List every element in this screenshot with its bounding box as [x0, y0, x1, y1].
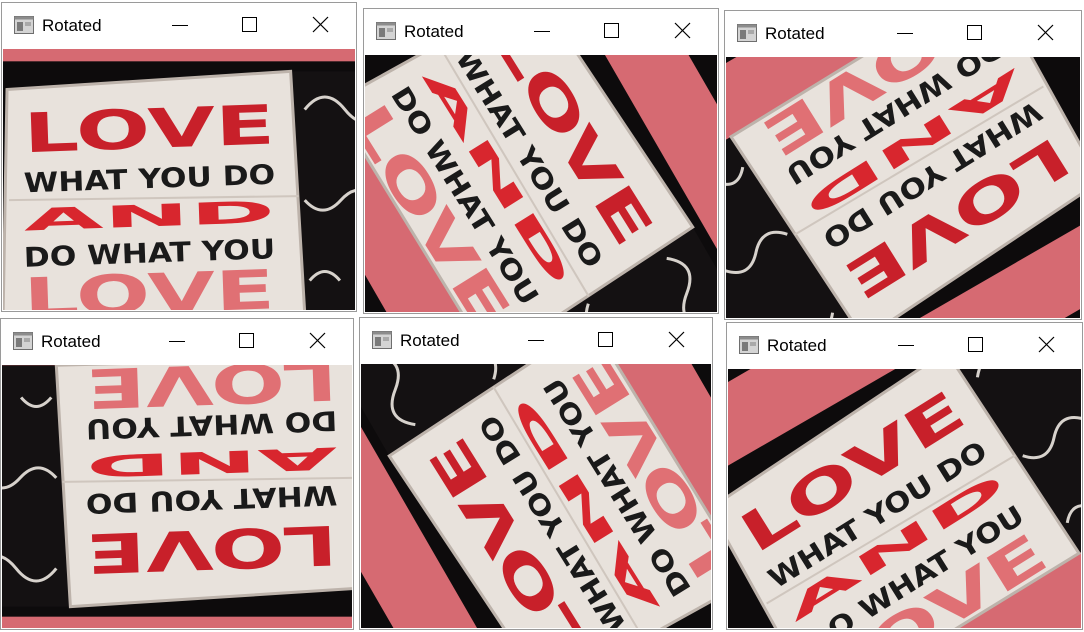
rotated-window-4[interactable]: Rotated LOVE WHAT YOU DO AND DO WHAT YOU LOV… [0, 318, 354, 630]
window-title: Rotated [400, 331, 460, 350]
app-window-icon[interactable] [376, 22, 396, 40]
maximize-icon [604, 23, 619, 38]
close-icon [1038, 336, 1055, 353]
window-title: Rotated [404, 22, 464, 41]
close-button[interactable] [646, 318, 706, 364]
title-bar[interactable]: Rotated [1, 319, 353, 365]
ornament-swirl [726, 166, 835, 318]
minimize-icon [897, 33, 913, 34]
sign-love-bottom: LOVE [22, 258, 275, 310]
maximize-icon [598, 332, 613, 347]
sign-board [365, 55, 695, 312]
app-window-icon [739, 336, 759, 354]
title-bar[interactable]: Rotated [360, 318, 712, 364]
sign-board [728, 369, 1081, 628]
title-bar[interactable]: Rotated [2, 3, 356, 49]
ornament-swirl [520, 256, 708, 312]
app-window-icon [372, 331, 392, 349]
minimize-icon [169, 341, 185, 342]
close-icon [312, 16, 329, 33]
app-window-icon[interactable] [737, 24, 757, 42]
sign-board [54, 365, 352, 609]
close-icon [309, 332, 326, 349]
rotated-window-5[interactable]: Rotated LOVE WHAT YOU DO AND DO WHAT YOU LOV… [359, 317, 713, 630]
window-title: Rotated [765, 24, 825, 43]
maximize-button[interactable] [217, 319, 277, 365]
maximize-button[interactable] [582, 9, 642, 55]
close-button[interactable] [652, 9, 712, 55]
title-bar[interactable]: Rotated [725, 11, 1081, 57]
window-title: Rotated [42, 16, 102, 35]
app-window-icon[interactable] [13, 332, 33, 350]
minimize-icon [898, 345, 914, 346]
maximize-icon [239, 333, 254, 348]
close-button[interactable] [1015, 11, 1075, 57]
sign-and: AND [23, 195, 275, 239]
app-window-icon [376, 22, 396, 40]
maximize-button[interactable] [220, 3, 280, 49]
sign-love-bottom: LOVE [85, 365, 338, 420]
window-title: Rotated [41, 332, 101, 351]
close-button[interactable] [1016, 323, 1076, 369]
close-icon [1037, 24, 1054, 41]
minimize-button[interactable] [150, 3, 210, 49]
maximize-icon [968, 337, 983, 352]
maximize-icon [242, 17, 257, 32]
app-window-icon[interactable] [14, 16, 34, 34]
minimize-button[interactable] [512, 9, 572, 55]
app-window-icon[interactable] [739, 336, 759, 354]
maximize-button[interactable] [576, 318, 636, 364]
ornament-swirl [374, 364, 562, 427]
minimize-icon [172, 25, 188, 26]
minimize-button[interactable] [876, 323, 936, 369]
sign-board [387, 364, 711, 628]
rotated-window-1[interactable]: Rotated LOVE WHAT YOU DO AND DO WHAT YOU LOV… [1, 2, 357, 312]
close-icon [674, 22, 691, 39]
window-title: Rotated [767, 336, 827, 355]
title-bar[interactable]: Rotated [727, 323, 1082, 369]
maximize-button[interactable] [946, 323, 1006, 369]
sign-love-top: LOVE [22, 93, 275, 165]
app-window-icon [737, 24, 757, 42]
sign-and: AND [85, 439, 337, 483]
minimize-icon [528, 340, 544, 341]
sign-board [728, 57, 1080, 318]
minimize-button[interactable] [506, 318, 566, 364]
maximize-button[interactable] [945, 11, 1005, 57]
maximize-icon [967, 25, 982, 40]
minimize-icon [534, 31, 550, 32]
minimize-button[interactable] [147, 319, 207, 365]
app-window-icon [13, 332, 33, 350]
close-icon [668, 331, 685, 348]
app-window-icon [14, 16, 34, 34]
close-button[interactable] [290, 3, 350, 49]
sign-board [3, 69, 307, 310]
rotated-window-2[interactable]: Rotated LOVE WHAT YOU DO AND DO WHAT YOU LOV… [363, 8, 719, 314]
ornament-swirl [975, 369, 1081, 524]
minimize-button[interactable] [875, 11, 935, 57]
ornament-swirl [303, 95, 355, 282]
sign-love-top: LOVE [85, 513, 338, 585]
title-bar[interactable]: Rotated [364, 9, 718, 55]
ornament-swirl [2, 396, 58, 583]
close-button[interactable] [287, 319, 347, 365]
app-window-icon[interactable] [372, 331, 392, 349]
